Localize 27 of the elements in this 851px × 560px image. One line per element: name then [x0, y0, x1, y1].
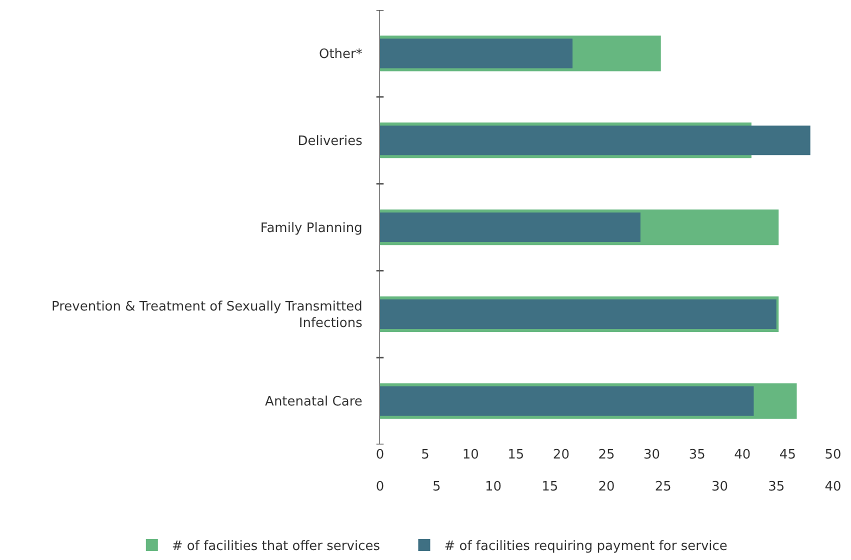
x-tick-label: 45: [779, 448, 796, 463]
y-tick-label: Prevention & Treatment of Sexually Transmitted Infections: [52, 299, 363, 332]
legend-label: # of facilities that offer services: [172, 539, 380, 554]
x2-tick-label: 10: [484, 480, 502, 495]
x2-tick-label: 25: [654, 480, 672, 495]
x-tick-label: 10: [462, 448, 479, 463]
x2-tick-label: 15: [542, 480, 558, 495]
x-tick-label: 0: [376, 448, 384, 463]
x2-tick-label: 0: [376, 480, 384, 495]
y-tick-label: Other*: [318, 47, 363, 62]
x-tick-label: 20: [552, 448, 570, 463]
y-tick-label: Family Planning: [260, 220, 362, 236]
y-tick-label: Deliveries: [298, 134, 363, 149]
x2-tick-label: 40: [824, 480, 842, 495]
x-tick-label: 30: [644, 448, 660, 463]
x2-tick-label: 30: [711, 480, 728, 495]
x-tick-label: 40: [734, 448, 751, 463]
legend-label: # of facilities requiring payment for service: [444, 539, 728, 554]
x2-tick-label: 35: [768, 480, 785, 495]
x-tick-label: 15: [508, 448, 524, 463]
x-tick-label: 5: [421, 448, 430, 463]
x-tick-label: 25: [598, 448, 615, 463]
x2-tick-label: 5: [432, 480, 441, 495]
x2-tick-label: 20: [598, 480, 615, 495]
x-tick-label: 50: [824, 448, 842, 463]
x-tick-label: 35: [688, 448, 706, 463]
y-tick-label: Antenatal Care: [265, 394, 362, 410]
